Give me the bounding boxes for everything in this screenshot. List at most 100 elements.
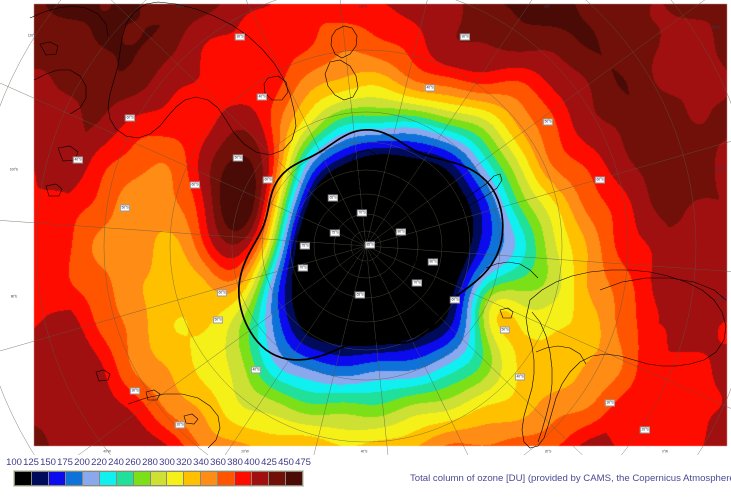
- meridian: [77, 245, 367, 455]
- coastline-antarctic-inlet-b: [414, 253, 436, 272]
- colorbar-tick-labels: 100 125 150 175 200 220 240 260 280 300 320 340 360 3…: [0, 457, 400, 470]
- coastline-australia: [107, 1, 297, 156]
- graticule-label: 50°S: [232, 154, 244, 162]
- colorbar-frame[interactable]: [13, 470, 304, 487]
- graticule-label: 20°S: [639, 426, 651, 434]
- colorbar-tick: 150: [40, 457, 56, 468]
- parallel-85: [350, 230, 382, 262]
- coastline-new-zealand-north: [330, 25, 358, 59]
- coastline-antarctic-peninsula: [454, 173, 503, 213]
- colorbar-tick: 200: [74, 457, 90, 468]
- graticule-label: 40°S: [250, 366, 262, 374]
- graticule-label: 30°S: [604, 399, 616, 407]
- graticule-label: 40°S: [72, 156, 84, 164]
- map-panel[interactable]: 120°E 100°E 80°E 140°E 160°E 180° 160°W 140°W 12…: [0, 0, 731, 455]
- legend-caption: Total column of ozone [DU] (provided by …: [410, 473, 731, 484]
- colorbar-tick: 280: [142, 457, 158, 468]
- parallel-40: [103, 0, 629, 455]
- parallel-70: [289, 169, 443, 323]
- meridian: [365, 0, 705, 247]
- graticule-label: 60°S: [124, 114, 136, 122]
- graticule-label: 80°E: [10, 294, 18, 299]
- coastline-antarctic-inlet-a: [389, 202, 411, 218]
- colorbar-tick: 425: [261, 457, 277, 468]
- graticule-label: 80°S: [427, 258, 439, 266]
- colorbar-swatch: [235, 472, 253, 485]
- coastline-patagonia-coast: [535, 345, 587, 365]
- colorbar-swatch: [150, 472, 168, 485]
- graticule-label: 70°S: [297, 264, 309, 272]
- colorbar-swatch: [252, 472, 270, 485]
- coastline-southern-africa: [599, 277, 727, 301]
- meridian: [0, 245, 367, 352]
- colorbar-tick: 240: [108, 457, 124, 468]
- colorbar-swatch: [99, 472, 117, 485]
- meridian: [0, 220, 367, 247]
- parallel-75: [313, 193, 419, 299]
- graticule-label: 50°S: [542, 118, 554, 126]
- graticule-lines: [0, 0, 731, 455]
- graticule-label: 75°S: [329, 229, 341, 237]
- graticule-label: 50°S: [119, 204, 131, 212]
- graticule-label: 20°W: [241, 449, 249, 454]
- coastline-top-left-coast: [29, 5, 109, 37]
- graticule-label: 140°W: [715, 167, 725, 172]
- map-overlay-svg: [0, 0, 731, 455]
- graticule-label: 30°S: [129, 387, 141, 395]
- parallel-65: [261, 141, 471, 351]
- meridian: [224, 245, 367, 455]
- legend-panel: 100 125 150 175 200 220 240 260 280 300 320 340 360 3…: [0, 455, 731, 500]
- graticule-label: 0°W: [662, 449, 668, 454]
- colorbar-tick: 475: [295, 457, 311, 468]
- meridian: [365, 245, 389, 455]
- coastline-antarctica: [291, 149, 467, 315]
- meridian: [313, 245, 367, 455]
- coastline-scotia-arc: [485, 261, 539, 279]
- graticule-label: 40°W: [103, 449, 111, 454]
- coastline-tasmania: [263, 75, 289, 101]
- graticule-label: 40°S: [514, 373, 526, 381]
- colorbar-swatch: [31, 472, 49, 485]
- graticule-label: 65°S: [327, 194, 339, 202]
- colorbar-tick: 175: [57, 457, 73, 468]
- graticule-label: 30°S: [234, 33, 246, 41]
- coastline-left-coast: [33, 69, 87, 115]
- coastline-left-island-b: [45, 183, 63, 197]
- ozone-hole-boundary-path: [237, 128, 504, 361]
- colorbar-tick: 340: [193, 457, 209, 468]
- coastline-new-zealand-south: [324, 59, 359, 101]
- graticule-label: 120°W: [715, 297, 725, 302]
- coastline-south-america: [521, 269, 727, 449]
- meridian: [339, 0, 367, 247]
- coastline-andes-ridge: [531, 311, 553, 443]
- graticule-label: 100°E: [9, 167, 19, 172]
- graticule-label: 50°S: [499, 326, 511, 334]
- coastline-top-left-island: [39, 41, 59, 56]
- colorbar[interactable]: [14, 471, 303, 486]
- graticule-label: 180°: [543, 4, 551, 9]
- colorbar-swatch: [48, 472, 66, 485]
- graticule-label: 65°S: [354, 291, 366, 299]
- ozone-field-canvas: [0, 0, 731, 455]
- colorbar-tick: 260: [125, 457, 141, 468]
- colorbar-swatch: [82, 472, 100, 485]
- coastline-falklands: [499, 307, 514, 319]
- graticule-label: 50°S: [212, 316, 224, 324]
- graticule-label: 40°S: [256, 93, 268, 101]
- meridian: [245, 0, 367, 247]
- graticule-label: 160°E: [358, 4, 368, 9]
- colorbar-swatch: [218, 472, 236, 485]
- coastline-island-grp-1: [95, 369, 111, 382]
- colorbar-swatch: [65, 472, 83, 485]
- meridian: [365, 245, 731, 409]
- colorbar-swatch: [184, 472, 202, 485]
- graticule-label: 60°S: [189, 181, 201, 189]
- graticule-label: 140°E: [175, 4, 185, 9]
- coastline-ross-ice-shelf: [351, 237, 374, 265]
- graticule-label: 40°S: [424, 84, 436, 92]
- colorbar-tick: 360: [210, 457, 226, 468]
- graticule-label: 80°S: [395, 228, 407, 236]
- graticule-label: 70°S: [356, 209, 368, 217]
- graticule-label: 60°S: [449, 296, 461, 304]
